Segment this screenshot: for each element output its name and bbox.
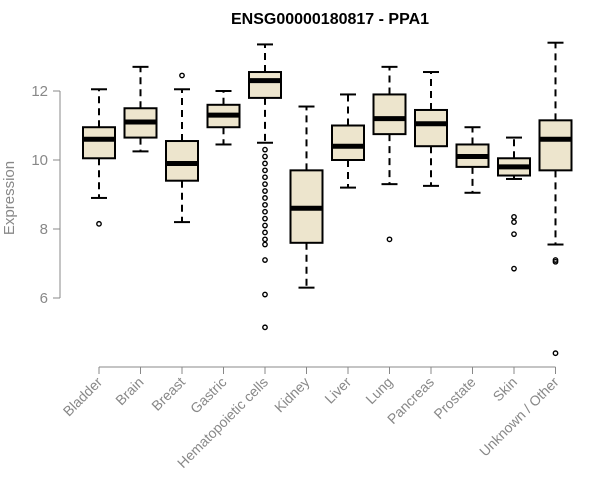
outlier-point bbox=[262, 222, 268, 229]
outlier-point bbox=[262, 146, 268, 153]
y-tick-label: 10 bbox=[31, 152, 48, 169]
box-bladder bbox=[82, 88, 116, 227]
box-breast bbox=[165, 72, 199, 224]
outlier-point bbox=[262, 181, 268, 188]
outlier-point bbox=[179, 72, 185, 79]
outlier-point bbox=[262, 236, 268, 243]
outlier-point bbox=[511, 265, 517, 272]
iqr-box bbox=[538, 119, 573, 172]
box-hematopoietic-cells bbox=[248, 43, 282, 331]
outlier-point bbox=[511, 219, 517, 226]
outlier-point bbox=[262, 195, 268, 201]
box-prostate bbox=[455, 126, 490, 194]
x-tick-label: Prostate bbox=[430, 374, 478, 422]
x-tick-label: Bladder bbox=[60, 374, 106, 420]
outlier-point bbox=[511, 214, 517, 220]
outlier-point bbox=[262, 174, 268, 181]
iqr-box bbox=[331, 124, 365, 161]
outlier-point bbox=[262, 167, 268, 174]
iqr-box bbox=[372, 93, 407, 136]
outlier-point bbox=[262, 201, 268, 208]
y-tick-label: 6 bbox=[40, 290, 48, 307]
y-tick-label: 8 bbox=[40, 221, 48, 238]
outlier-point bbox=[262, 257, 268, 263]
y-tick-label: 12 bbox=[31, 83, 48, 100]
outlier-point bbox=[511, 231, 517, 238]
outlier-point bbox=[262, 160, 268, 167]
outlier-point bbox=[262, 229, 268, 236]
x-tick-label: Unknown / Other bbox=[476, 374, 562, 460]
box-unknown-other bbox=[538, 41, 573, 357]
x-tick-label: Lung bbox=[362, 374, 395, 407]
outlier-point bbox=[552, 350, 559, 357]
box-pancreas bbox=[414, 71, 448, 187]
outlier-point bbox=[386, 236, 393, 243]
outlier-point bbox=[96, 220, 102, 227]
x-tick-label: Breast bbox=[148, 374, 188, 414]
iqr-box bbox=[248, 71, 282, 99]
outlier-point bbox=[262, 153, 268, 160]
iqr-box bbox=[82, 126, 116, 160]
box-gastric bbox=[206, 90, 241, 146]
outlier-point bbox=[262, 324, 268, 331]
outlier-point bbox=[262, 291, 268, 298]
x-tick-label: Kidney bbox=[271, 374, 313, 416]
box-lung bbox=[372, 65, 407, 243]
box-brain bbox=[123, 65, 158, 153]
x-tick-label: Skin bbox=[490, 374, 521, 405]
outlier-point bbox=[262, 208, 268, 215]
box-skin bbox=[497, 136, 531, 272]
iqr-box bbox=[165, 140, 199, 182]
outlier-point bbox=[552, 258, 559, 265]
outlier-point bbox=[262, 188, 268, 194]
y-axis-label: Expression bbox=[1, 161, 18, 235]
chart-title: ENSG00000180817 - PPA1 bbox=[231, 11, 429, 28]
x-tick-label: Brain bbox=[112, 374, 146, 408]
y-axis: 6 8 10 12 bbox=[31, 83, 61, 307]
box-liver bbox=[331, 93, 365, 189]
outlier-point bbox=[262, 241, 268, 248]
box-kidney bbox=[289, 105, 324, 289]
boxes-layer bbox=[82, 41, 573, 357]
outlier-point bbox=[262, 215, 268, 222]
iqr-box bbox=[414, 108, 448, 148]
x-tick-label: Liver bbox=[321, 374, 354, 407]
